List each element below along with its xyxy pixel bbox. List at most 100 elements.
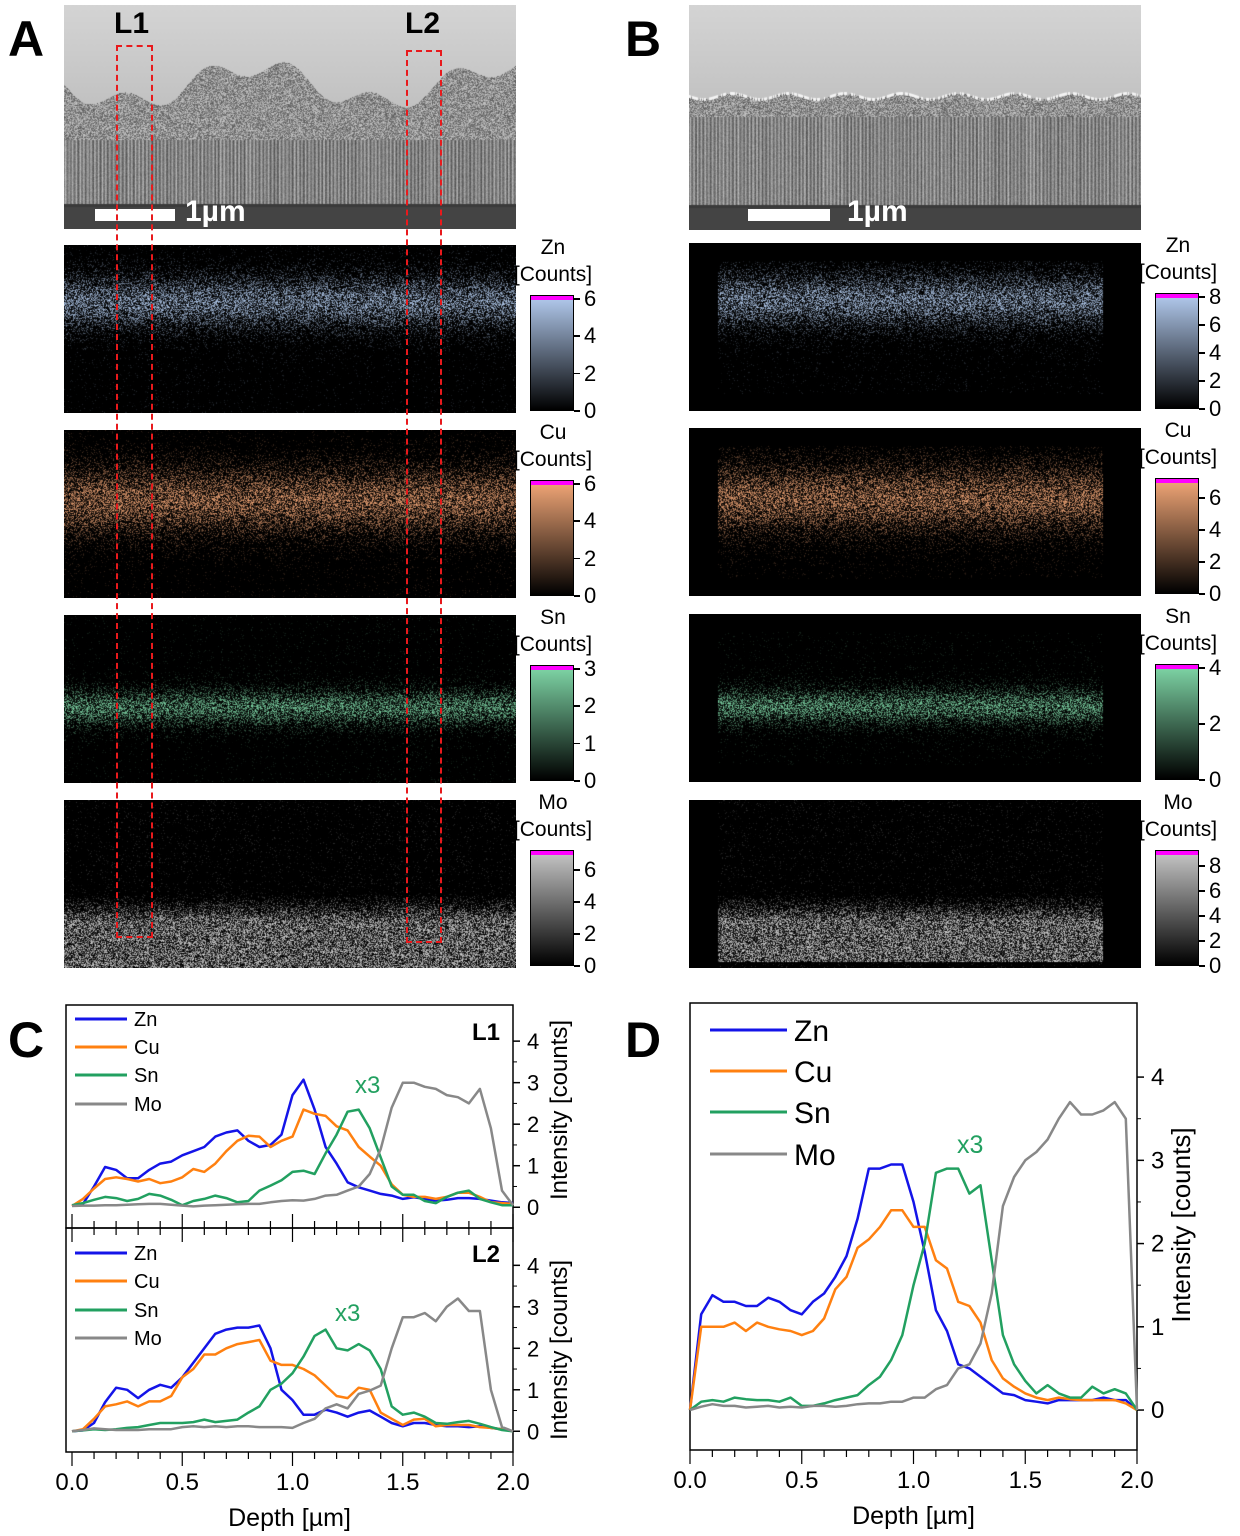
colorbar-tick (574, 298, 580, 300)
colorbar-tick (1199, 408, 1205, 410)
legend-label-zn: Zn (134, 1243, 157, 1265)
colorbar-tick-label: 6 (1209, 312, 1222, 337)
y-tick-label: 0 (527, 1195, 539, 1220)
x-tick-label: 2.0 (496, 1469, 529, 1496)
colorbar-tick-label: 4 (584, 323, 597, 349)
colorbar-element-label: Mo (1163, 791, 1193, 814)
colorbar-unit-label: [Counts] (1138, 818, 1218, 841)
colorbar-tick-label: 0 (584, 398, 597, 423)
scale-bar-a (95, 209, 175, 221)
colorbar-unit-label: [Counts] (1138, 632, 1218, 655)
colorbar-tick-label: 6 (584, 286, 597, 311)
colorbar-tick (1199, 561, 1205, 563)
sn-scale-annotation: x3 (957, 1131, 983, 1159)
y-tick-label: 2 (527, 1336, 539, 1361)
colorbar-mo (530, 850, 574, 966)
colorbar-tick-label: 8 (1209, 284, 1222, 309)
plot-frame (65, 1227, 514, 1453)
colorbar-tick (574, 520, 580, 522)
legend-label-mo: Mo (134, 1328, 162, 1350)
colorbar-tick (1199, 497, 1205, 499)
colorbar-tick-label: 0 (1209, 581, 1222, 606)
legend-label-cu: Cu (134, 1271, 160, 1293)
colorbar-zn (530, 295, 574, 411)
colorbar-tick (1199, 779, 1205, 781)
x-axis-label: Depth [µm] (852, 1502, 975, 1530)
colorbar-tick-label: 2 (584, 545, 597, 571)
scale-label-a: 1µm (185, 195, 246, 228)
roi-box-l1 (116, 45, 153, 938)
colorbar-cu (1155, 478, 1199, 594)
series-line-cu (71, 1108, 514, 1208)
x-tick-label: 1.0 (276, 1469, 309, 1496)
roi-box-l2 (406, 50, 442, 943)
series-line-zn (688, 1163, 1138, 1411)
colorbar-tick-label: 2 (1209, 928, 1222, 954)
legend-label-cu: Cu (134, 1037, 160, 1059)
colorbar-tick-label: 3 (584, 656, 597, 681)
x-tick-label: 1.5 (386, 1469, 419, 1496)
colorbar-tick (574, 869, 580, 871)
colorbar-element-label: Sn (1165, 605, 1191, 628)
series-line-mo (71, 1081, 514, 1208)
colorbar-unit-label: [Counts] (513, 263, 593, 286)
panel-label-a: A (8, 11, 45, 67)
colorbar-tick-label: 4 (1209, 340, 1222, 365)
y-tick-label: 4 (527, 1253, 539, 1278)
x-axis-label: Depth [µm] (228, 1504, 351, 1532)
colorbar-tick-label: 6 (1209, 878, 1222, 904)
series-line-sn (71, 1328, 514, 1433)
x-tick-label: 0.0 (55, 1469, 88, 1496)
y-axis-label: Intensity [counts] (1166, 1127, 1196, 1322)
colorbar-tick-label: 6 (584, 471, 597, 496)
legend-label-mo: Mo (794, 1139, 836, 1172)
colorbar-tick-label: 4 (584, 889, 597, 914)
colorbar-tick-label: 4 (584, 508, 597, 534)
y-tick-label: 3 (527, 1071, 539, 1096)
colorbar-tick-label: 2 (1209, 711, 1222, 736)
panel-label-c: C (8, 1012, 45, 1068)
colorbar-saturation-marker (531, 666, 573, 670)
panel-label-d: D (625, 1012, 662, 1068)
colorbar-mo (1155, 850, 1199, 966)
y-axis-label: Intensity [counts] (546, 1260, 573, 1440)
colorbar-tick (1199, 890, 1205, 892)
colorbar-tick (574, 557, 580, 560)
edx-map-b-sn (689, 614, 1141, 782)
colorbar-tick-label: 4 (1209, 655, 1222, 680)
edx-map-b-cu (689, 428, 1141, 596)
legend-label-sn: Sn (134, 1300, 158, 1322)
y-axis-label: Intensity [counts] (546, 1020, 573, 1200)
colorbar-tick (1199, 352, 1205, 354)
colorbar-tick (1199, 915, 1205, 917)
colorbar-saturation-marker (531, 851, 573, 855)
colorbar-tick (574, 780, 580, 782)
scale-label-b: 1µm (847, 195, 908, 228)
colorbar-tick (1199, 296, 1205, 298)
y-tick-label: 2 (527, 1112, 539, 1137)
colorbar-tick-label: 2 (584, 360, 597, 386)
colorbar-tick (574, 335, 580, 337)
colorbar-tick (1199, 667, 1205, 669)
colorbar-tick (1199, 529, 1205, 531)
y-tick-label: 4 (527, 1029, 539, 1054)
colorbar-tick (574, 668, 580, 670)
colorbar-tick-label: 0 (1209, 953, 1222, 978)
legend-label-sn: Sn (134, 1065, 158, 1087)
colorbar-tick-label: 0 (1209, 396, 1222, 421)
colorbar-unit-label: [Counts] (1138, 446, 1218, 469)
scale-bar-b (748, 209, 830, 221)
series-line-mo (71, 1297, 514, 1433)
legend-label-mo: Mo (134, 1094, 162, 1116)
x-tick-label: 2.0 (1120, 1467, 1153, 1494)
sem-image-b (689, 5, 1141, 230)
colorbar-tick (574, 933, 580, 935)
colorbar-tick-label: 2 (584, 921, 597, 946)
colorbar-tick (1199, 865, 1205, 867)
colorbar-tick (1199, 965, 1205, 967)
colorbar-saturation-marker (1156, 479, 1198, 483)
legend-label-cu: Cu (794, 1056, 832, 1089)
y-tick-label: 2 (1151, 1231, 1164, 1258)
colorbar-zn (1155, 293, 1199, 409)
sn-scale-annotation: x3 (335, 1300, 360, 1327)
